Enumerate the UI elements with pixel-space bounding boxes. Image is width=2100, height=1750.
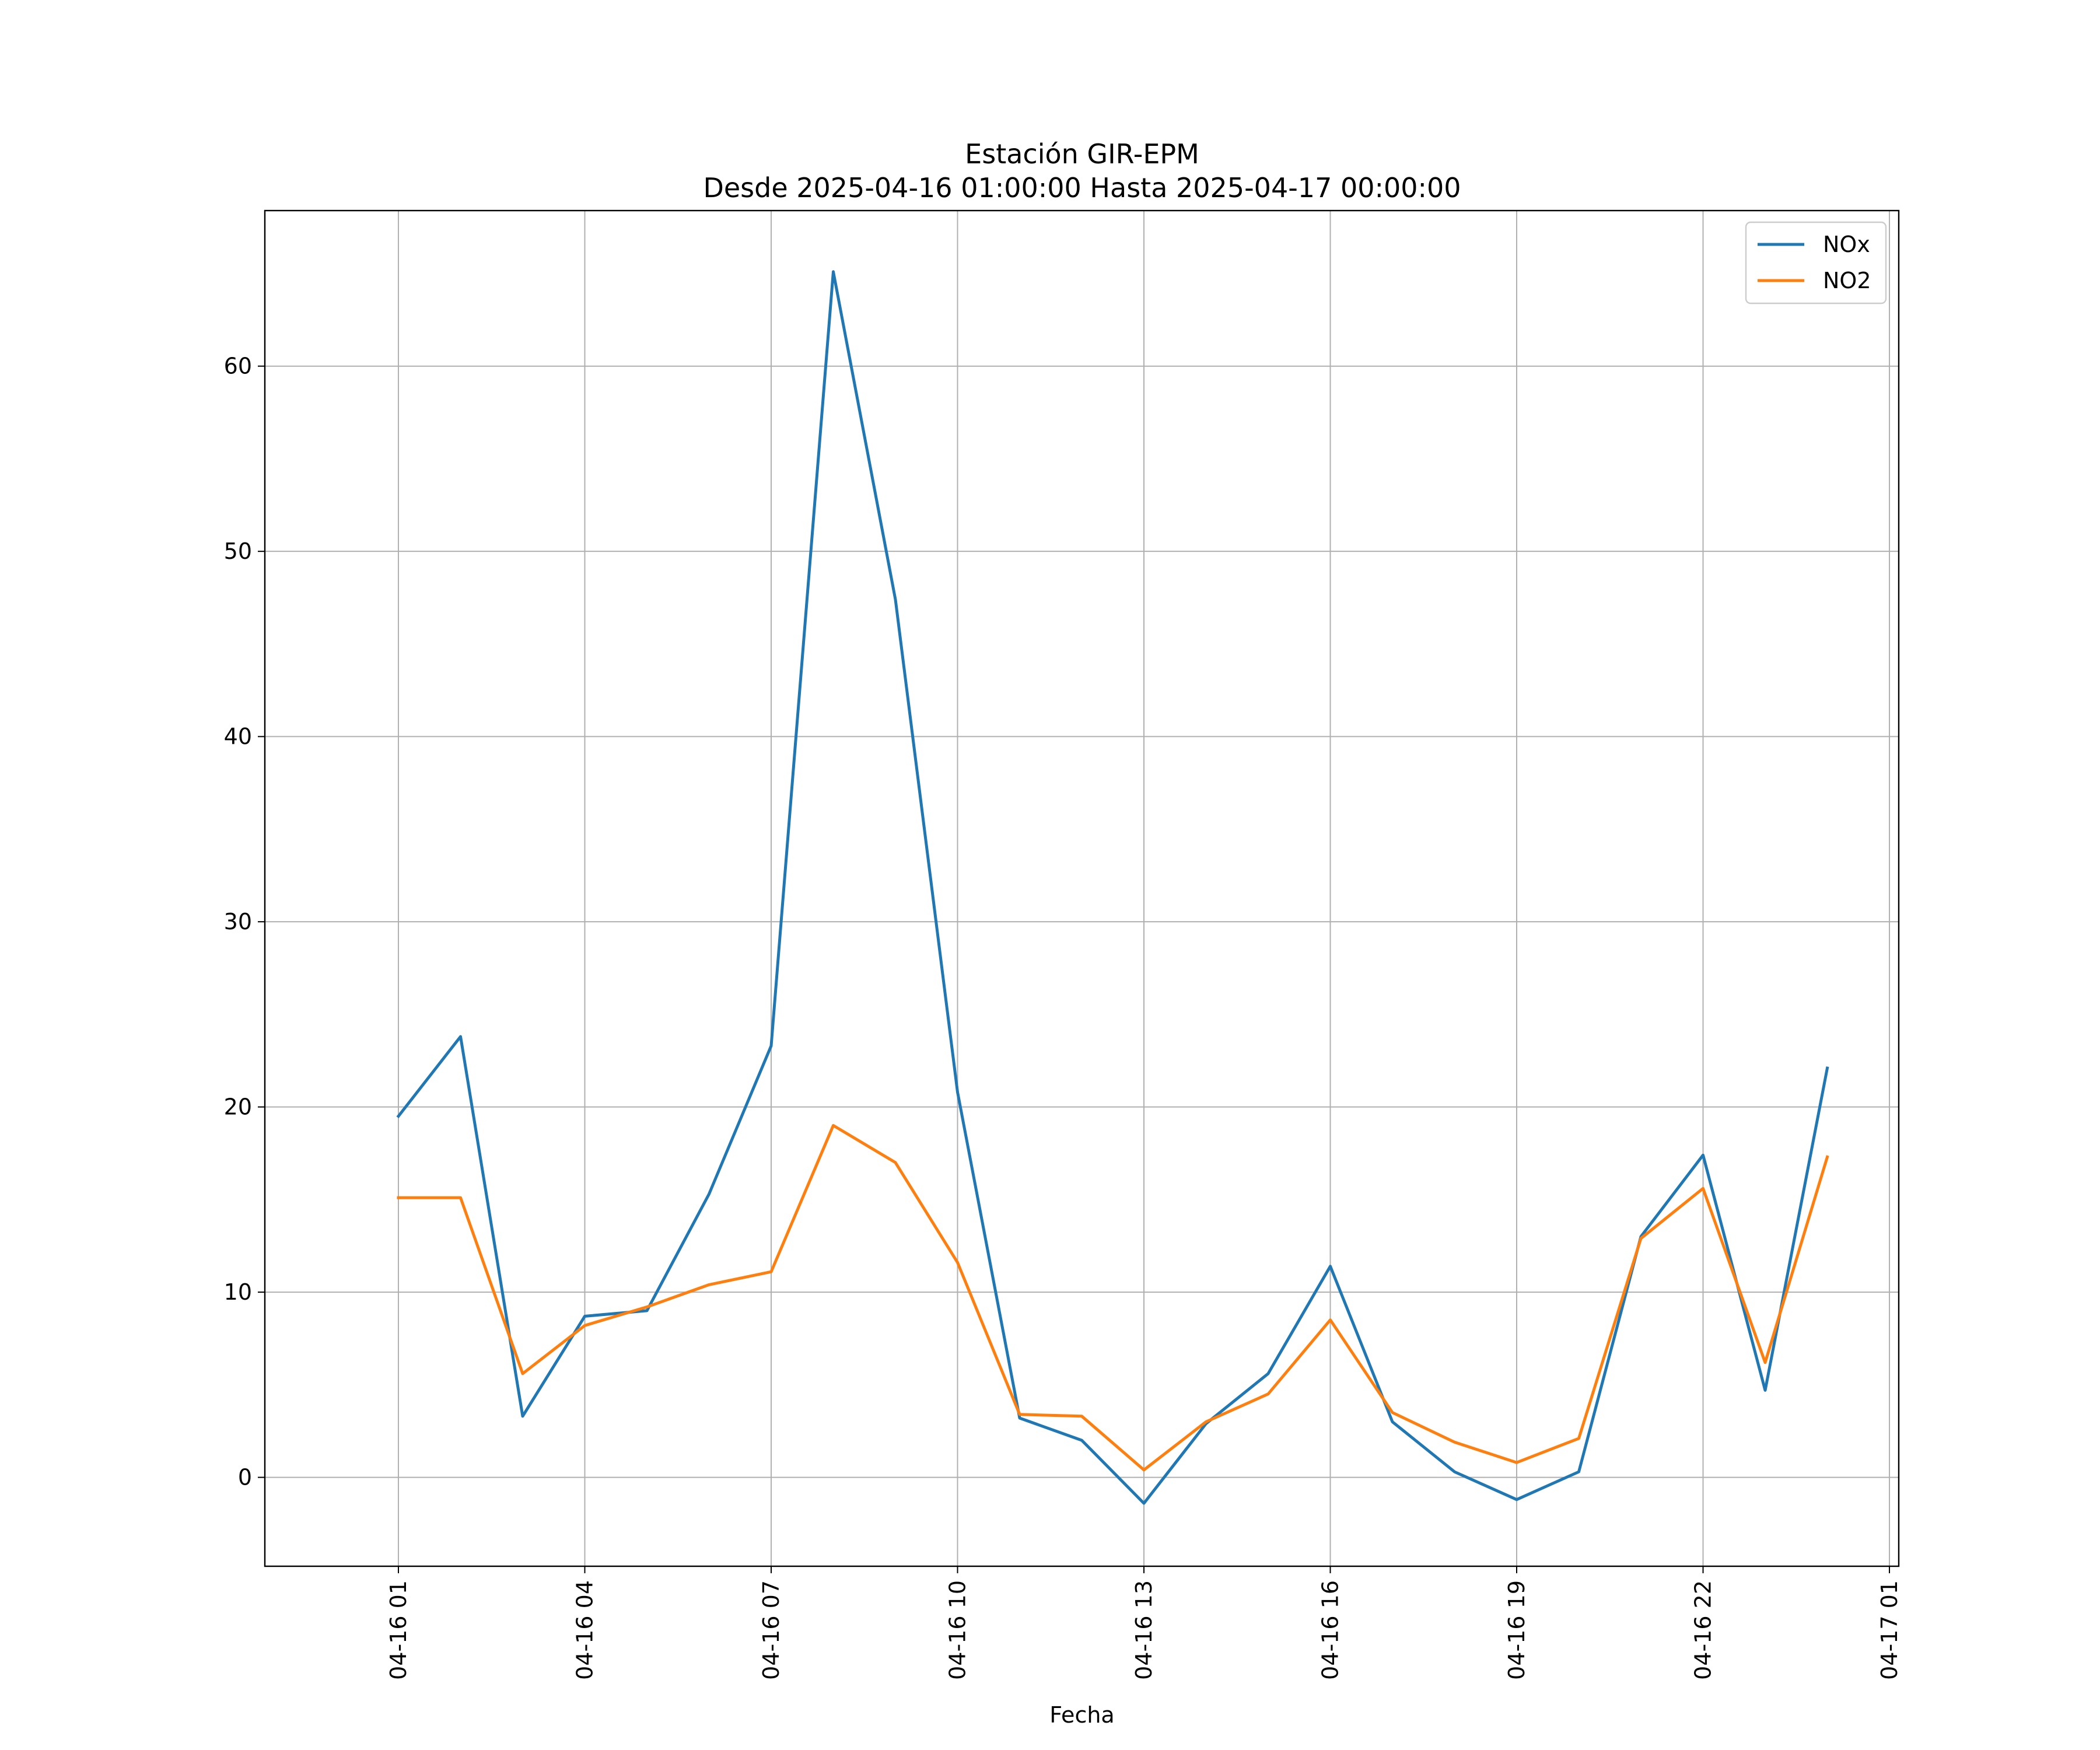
legend-label-no2: NO2 (1823, 268, 1871, 293)
x-tick-label: 04-16 01 (386, 1580, 411, 1680)
x-tick-label: 04-17 01 (1877, 1580, 1902, 1680)
y-tick-label: 50 (224, 538, 252, 564)
plot-frame (264, 209, 1900, 1567)
chart-title-group: Estación GIR-EPM Desde 2025-04-16 01:00:… (703, 138, 1461, 204)
x-tick-label: 04-16 10 (944, 1580, 970, 1680)
series-line-no2 (397, 1124, 1829, 1472)
grid-lines (265, 211, 1899, 1566)
x-tick-label: 04-16 13 (1131, 1580, 1157, 1680)
y-tick-label: 10 (224, 1279, 252, 1305)
y-tick-label: 0 (238, 1465, 252, 1490)
x-axis-label: Fecha (1049, 1702, 1114, 1728)
y-tick-label: 30 (224, 909, 252, 935)
series-line-nox (396, 270, 1829, 1505)
chart-subtitle: Desde 2025-04-16 01:00:00 Hasta 2025-04-… (703, 172, 1461, 204)
legend-frame (1745, 221, 1887, 304)
x-tick-label: 04-16 22 (1690, 1580, 1716, 1680)
x-tick-label: 04-16 19 (1504, 1580, 1530, 1680)
legend: NOx NO2 (1745, 221, 1887, 304)
x-tick-label: 04-16 07 (758, 1580, 784, 1680)
chart-title: Estación GIR-EPM (965, 138, 1199, 170)
y-axis-ticks: 0 10 20 30 40 50 60 (224, 354, 265, 1490)
series-lines (396, 270, 1829, 1505)
x-tick-label: 04-16 16 (1318, 1580, 1343, 1680)
x-tick-label: 04-16 04 (572, 1580, 597, 1680)
x-axis-ticks: 04-16 01 04-16 04 04-16 07 04-16 10 04-16 13… (386, 1566, 1902, 1680)
y-tick-label: 40 (224, 724, 252, 750)
y-tick-label: 20 (224, 1094, 252, 1120)
y-tick-label: 60 (224, 354, 252, 379)
legend-label-nox: NOx (1823, 232, 1870, 257)
